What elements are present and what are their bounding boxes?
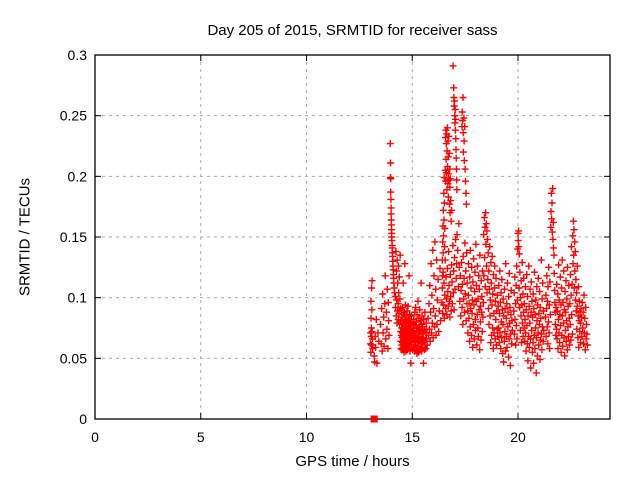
x-axis-label: GPS time / hours bbox=[295, 453, 410, 470]
data-point-zero-flag bbox=[370, 415, 378, 423]
data-points-srmtid-values bbox=[366, 62, 591, 377]
y-tick-label: 0.2 bbox=[68, 168, 88, 184]
x-tick-label: 20 bbox=[510, 429, 526, 445]
y-tick-label: 0.25 bbox=[60, 108, 87, 124]
y-tick-label: 0 bbox=[79, 411, 87, 427]
y-tick-label: 0.3 bbox=[68, 47, 88, 63]
x-tick-label: 5 bbox=[197, 429, 205, 445]
x-tick-label: 15 bbox=[404, 429, 420, 445]
x-tick-label: 0 bbox=[91, 429, 99, 445]
y-tick-label: 0.05 bbox=[60, 350, 87, 366]
plot-border bbox=[94, 54, 611, 420]
chart-title: Day 205 of 2015, SRMTID for receiver sas… bbox=[207, 22, 498, 39]
x-tick-label: 10 bbox=[299, 429, 315, 445]
y-tick-label: 0.1 bbox=[68, 290, 88, 306]
y-tick-label: 0.15 bbox=[60, 229, 87, 245]
